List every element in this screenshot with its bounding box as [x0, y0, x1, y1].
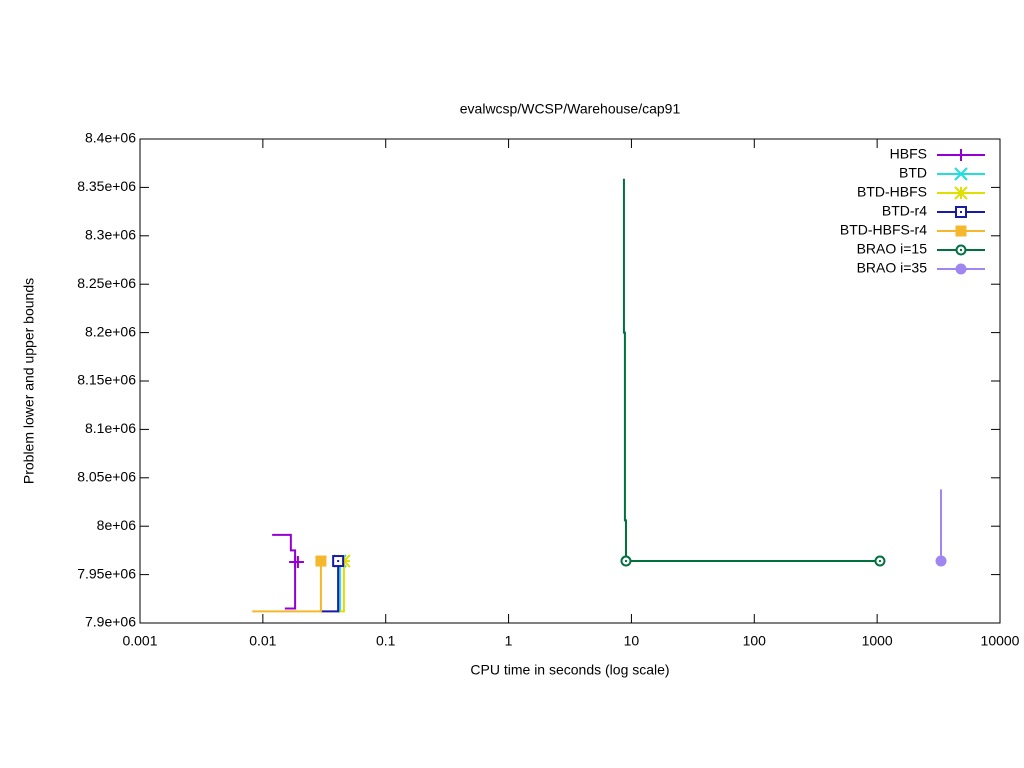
y-tick-label: 7.95e+06 [77, 565, 136, 581]
marker [315, 555, 327, 567]
legend-marker [955, 263, 967, 275]
x-tick-label: 1000 [862, 633, 893, 649]
legend-label: BTD-HBFS [857, 184, 927, 200]
legend-label: BTD [899, 165, 927, 181]
x-tick-label: 10 [624, 633, 640, 649]
x-tick-label: 1 [505, 633, 513, 649]
legend-label: HBFS [890, 146, 927, 162]
marker [620, 555, 632, 567]
x-tick-label: 0.1 [376, 633, 396, 649]
series-line [252, 561, 322, 613]
x-tick-label: 0.001 [122, 633, 157, 649]
legend-marker [954, 186, 968, 200]
y-tick-label: 8.4e+06 [85, 130, 136, 146]
legend-label: BRAO i=35 [857, 260, 928, 276]
marker [935, 555, 947, 567]
series-line [339, 561, 345, 613]
plot-frame [139, 138, 1001, 624]
x-axis-label: CPU time in seconds (log scale) [470, 662, 669, 678]
y-tick-label: 7.9e+06 [85, 614, 136, 630]
legend-label: BTD-HBFS-r4 [840, 222, 927, 238]
series-line [272, 533, 298, 610]
series-line [320, 561, 340, 613]
legend-marker [955, 225, 967, 237]
y-tick-label: 8.3e+06 [85, 227, 136, 243]
marker [874, 555, 886, 567]
y-tick-label: 8.35e+06 [77, 178, 136, 194]
x-tick-label: 100 [743, 633, 767, 649]
legend-marker [955, 149, 967, 161]
y-tick-label: 8e+06 [97, 517, 137, 533]
legend-marker [954, 167, 968, 181]
y-tick-label: 8.2e+06 [85, 323, 136, 339]
legend-marker [955, 244, 967, 256]
y-tick-label: 8.25e+06 [77, 275, 136, 291]
marker [291, 556, 304, 569]
legend-label: BRAO i=15 [857, 241, 928, 257]
y-tick-label: 8.1e+06 [85, 420, 136, 436]
x-tick-label: 10000 [981, 633, 1020, 649]
y-tick-label: 8.05e+06 [77, 469, 136, 485]
chart-title: evalwcsp/WCSP/Warehouse/cap91 [460, 101, 681, 117]
y-tick-label: 8.15e+06 [77, 372, 136, 388]
legend-label: BTD-r4 [882, 203, 927, 219]
x-tick-label: 0.01 [249, 633, 276, 649]
y-axis-label: Problem lower and upper bounds [21, 278, 37, 484]
series-line [622, 178, 880, 563]
marker [332, 555, 345, 568]
legend-marker [955, 206, 967, 218]
